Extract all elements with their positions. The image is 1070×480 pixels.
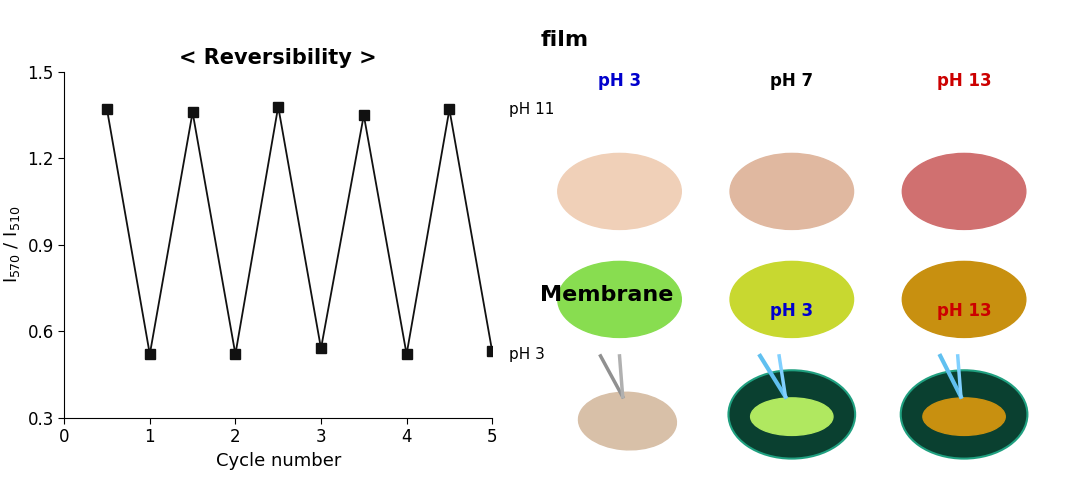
Text: pH 7: pH 7	[770, 72, 813, 90]
Ellipse shape	[730, 262, 854, 337]
Ellipse shape	[923, 398, 1005, 435]
Text: pH 3: pH 3	[509, 347, 546, 362]
Text: pH 3: pH 3	[598, 72, 641, 90]
Ellipse shape	[730, 154, 854, 229]
Ellipse shape	[557, 154, 682, 229]
Ellipse shape	[579, 392, 676, 450]
Circle shape	[729, 370, 855, 458]
Ellipse shape	[557, 262, 682, 337]
Text: Membrane: Membrane	[540, 285, 674, 305]
Text: film: film	[540, 30, 589, 50]
Circle shape	[901, 370, 1027, 458]
Text: pH 3: pH 3	[770, 302, 813, 320]
Text: pH 13: pH 13	[936, 302, 992, 320]
X-axis label: Cycle number: Cycle number	[215, 452, 341, 469]
Y-axis label: I$_{570}$ / I$_{510}$: I$_{570}$ / I$_{510}$	[2, 206, 21, 284]
Ellipse shape	[902, 262, 1026, 337]
Ellipse shape	[751, 398, 832, 435]
Ellipse shape	[902, 154, 1026, 229]
Title: < Reversibility >: < Reversibility >	[180, 48, 377, 68]
Text: pH 11: pH 11	[509, 102, 554, 117]
Text: pH 13: pH 13	[936, 72, 992, 90]
